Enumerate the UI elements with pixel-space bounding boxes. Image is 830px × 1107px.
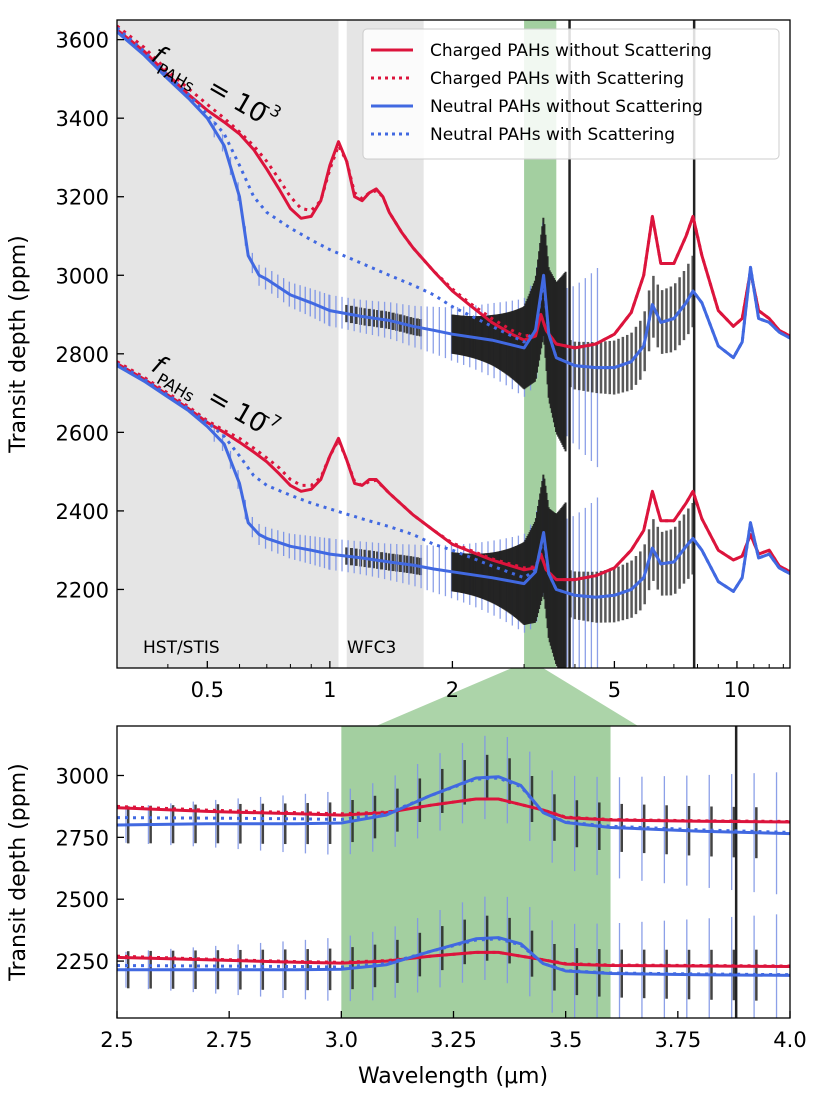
bottom-panel: 2.5 2.75 3.0 3.25 3.5 3.75 4.0 2250 2500 2750 3000… (6, 725, 807, 1089)
x-tick-label: 2 (446, 678, 459, 702)
series-line-4 (117, 950, 790, 968)
y-tick-label: 2400 (56, 500, 109, 524)
y-tick-label: 3000 (56, 764, 109, 788)
series-line-3 (117, 776, 790, 834)
y-tick-label: 3200 (56, 186, 109, 210)
y-tick-label: 2500 (56, 888, 109, 912)
x-tick-label: 3.25 (430, 1028, 477, 1052)
series-line-1 (117, 797, 790, 823)
x-tick-label: 3.5 (549, 1028, 582, 1052)
series-line-7 (117, 937, 790, 977)
region-band-0 (117, 20, 339, 668)
region-label-hst-stis: HST/STIS (143, 638, 220, 658)
series-line-4 (117, 362, 790, 582)
series-line-1 (117, 24, 790, 350)
region-label-wfc3: WFC3 (347, 638, 396, 658)
y-tick-label: 2750 (56, 826, 109, 850)
x-tick-label: 2.75 (206, 1028, 253, 1052)
y-tick-label: 3400 (56, 107, 109, 131)
legend-label-neutral-no-scattering: Neutral PAHs without Scattering (430, 97, 703, 117)
bottom-lines (117, 775, 790, 977)
legend-frame (362, 28, 780, 160)
top-ticks: 0.5 1 2 5 10 2200 2400 2600 2800 3000 3200 3400 3600 (56, 29, 784, 702)
x-tick-label: 2.5 (100, 1028, 133, 1052)
legend-label-charged-no-scattering: Charged PAHs without Scattering (430, 41, 712, 61)
series-line-5 (117, 360, 790, 582)
y-tick-label: 3000 (56, 264, 109, 288)
legend-label-neutral-scattering: Neutral PAHs with Scattering (430, 125, 675, 145)
x-tick-label: 3.75 (654, 1028, 701, 1052)
legend-label-charged-scattering: Charged PAHs with Scattering (430, 69, 684, 89)
y-tick-label: 2200 (56, 578, 109, 602)
y-tick-label: 2600 (56, 421, 109, 445)
region-band-0 (341, 726, 611, 1018)
y-tick-label: 3600 (56, 29, 109, 53)
bottom-ticks: 2.5 2.75 3.0 3.25 3.5 3.75 4.0 2250 2500 2750 3000 (56, 764, 807, 1052)
legend: Charged PAHs without Scattering Charged … (362, 28, 780, 160)
top-y-axis-label: Transit depth (ppm) (6, 235, 31, 453)
x-axis-label: Wavelength (μm) (358, 1064, 548, 1089)
y-tick-label: 2800 (56, 343, 109, 367)
top-axes-frame (116, 19, 791, 669)
x-tick-label: 3.0 (325, 1028, 358, 1052)
series-line-3 (117, 26, 790, 370)
top-lines (117, 24, 790, 599)
bottom-regions (341, 726, 611, 1018)
x-tick-label: 10 (724, 678, 751, 702)
top-panel: 0.5 1 2 5 10 2200 2400 2600 2800 3000 3200 3400 3600… (6, 19, 791, 702)
x-tick-label: 4.0 (773, 1028, 806, 1052)
bottom-y-axis-label: Transit depth (ppm) (6, 763, 31, 981)
x-tick-label: 5 (608, 678, 621, 702)
y-tick-label: 2250 (56, 950, 109, 974)
zoom-connector (376, 668, 638, 726)
x-tick-label: 0.5 (191, 678, 224, 702)
x-tick-label: 1 (323, 678, 336, 702)
